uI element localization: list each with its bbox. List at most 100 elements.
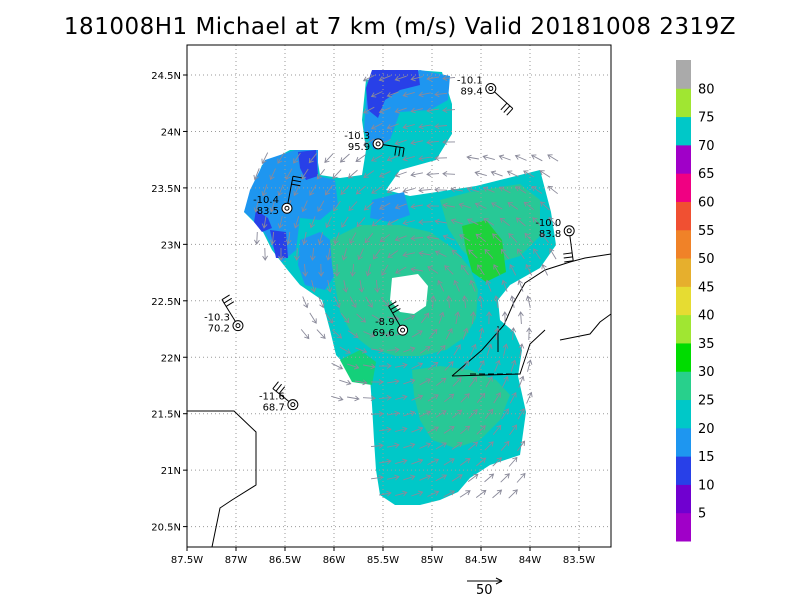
wind-arrow (293, 184, 301, 197)
wind-barb-feather (392, 308, 401, 314)
y-tick-label: 22N (161, 353, 181, 364)
wind-arrow (309, 216, 316, 229)
wind-arrow (445, 327, 453, 340)
wind-arrow (308, 153, 318, 164)
wind-arrow (365, 296, 373, 308)
wind-arrow (427, 266, 439, 274)
colorbar-label: 65 (698, 167, 715, 182)
wind-arrow (474, 202, 487, 209)
wind-arrow (378, 363, 392, 369)
wind-arrow (379, 331, 392, 338)
wind-arrow (394, 75, 407, 82)
storm-eye (390, 274, 428, 314)
wind-arrow (332, 329, 343, 339)
station-temperature: -10.3 (344, 131, 370, 142)
wind-arrow (510, 359, 517, 372)
wind-arrow (524, 232, 534, 243)
wind-arrow (435, 410, 447, 418)
colorbar-label: 5 (698, 507, 706, 522)
wind-arrow (426, 107, 439, 114)
station-marker-outer (287, 399, 299, 411)
wind-arrow (461, 360, 469, 372)
wind-arrow (310, 280, 317, 293)
wind-arrow (386, 187, 399, 194)
wind-arrow (428, 328, 438, 339)
colorbar-segment (676, 258, 691, 287)
wind-arrow (485, 376, 493, 388)
wind-arrow (357, 248, 364, 261)
wind-arrow (373, 248, 381, 260)
station-temperature: -10.0 (535, 218, 561, 229)
wind-arrow (518, 343, 525, 356)
wind-arrow (459, 490, 471, 498)
wind-barb-feather (291, 183, 301, 187)
scale-vector-label: 50 (476, 583, 493, 598)
wind-arrow (426, 203, 440, 209)
station-marker-outer (563, 225, 575, 237)
wind-arrow (253, 200, 260, 213)
wind-arrow (451, 474, 463, 482)
colorbar-label: 70 (698, 139, 715, 154)
wind-arrow (501, 408, 509, 420)
wind-arrow (442, 139, 456, 145)
wind-field-layer (244, 70, 612, 505)
station-wind-speed: 70.2 (208, 324, 230, 335)
wind-arrow (430, 295, 436, 309)
wind-arrow (386, 155, 399, 162)
wind-arrow (434, 187, 448, 193)
wind-arrow (442, 75, 456, 82)
wind-arrow (349, 232, 357, 245)
colorbar-segment (676, 144, 691, 174)
wind-arrow (378, 170, 391, 178)
wind-arrow (539, 170, 551, 178)
wind-arrow (454, 311, 461, 324)
wind-arrow (371, 314, 383, 322)
wind-arrow (403, 378, 416, 385)
x-axis-ticks: 87.5W 87W 86.5W 86W 85.5W 85W 84.5W 84W 83.5W (171, 547, 595, 566)
wind-arrow (540, 232, 550, 243)
wind-arrow (450, 186, 463, 193)
wind-arrow (318, 263, 324, 277)
wind-arrow (324, 153, 334, 164)
wind-arrow (370, 122, 383, 130)
wind-arrow (460, 264, 469, 276)
wind-arrow (493, 264, 501, 276)
wind-arrow (325, 184, 333, 196)
wind-arrow (515, 217, 526, 227)
wind-arrow (402, 187, 415, 194)
wind-barb-feather (563, 252, 573, 255)
wind-arrow (444, 393, 455, 403)
wind-arrow (370, 442, 384, 449)
station-marker-inner (284, 205, 290, 211)
colorbar-label: 25 (698, 394, 715, 409)
wind-arrow (434, 91, 448, 98)
wind-arrow (474, 170, 487, 177)
wind-arrow (525, 263, 533, 276)
wind-arrow (501, 279, 508, 292)
wind-arrow (331, 395, 344, 402)
wind-arrow (539, 201, 550, 211)
wind-arrow (309, 312, 317, 324)
wind-arrow (410, 203, 423, 210)
wind-arrow (254, 231, 260, 245)
wind-arrow (370, 411, 384, 417)
wind-arrow (363, 331, 376, 338)
wind-arrow (498, 186, 511, 194)
colorbar-label: 75 (698, 111, 715, 126)
wind-arrow (411, 490, 424, 497)
scale-arrow-head (495, 577, 503, 585)
wind-arrow (362, 74, 375, 82)
wind-arrow (508, 489, 518, 499)
wind-arrow (340, 185, 350, 196)
wind-arrow (526, 391, 533, 404)
wind-arrow (378, 394, 392, 401)
wind-arrow (334, 263, 340, 277)
coastline (451, 253, 612, 377)
wind-arrow (486, 311, 492, 325)
x-tick-label: 86.5W (269, 555, 301, 566)
wind-arrow (508, 456, 518, 467)
wind-arrow (435, 474, 448, 482)
wind-arrow (379, 426, 392, 433)
wind-arrow (462, 327, 469, 340)
